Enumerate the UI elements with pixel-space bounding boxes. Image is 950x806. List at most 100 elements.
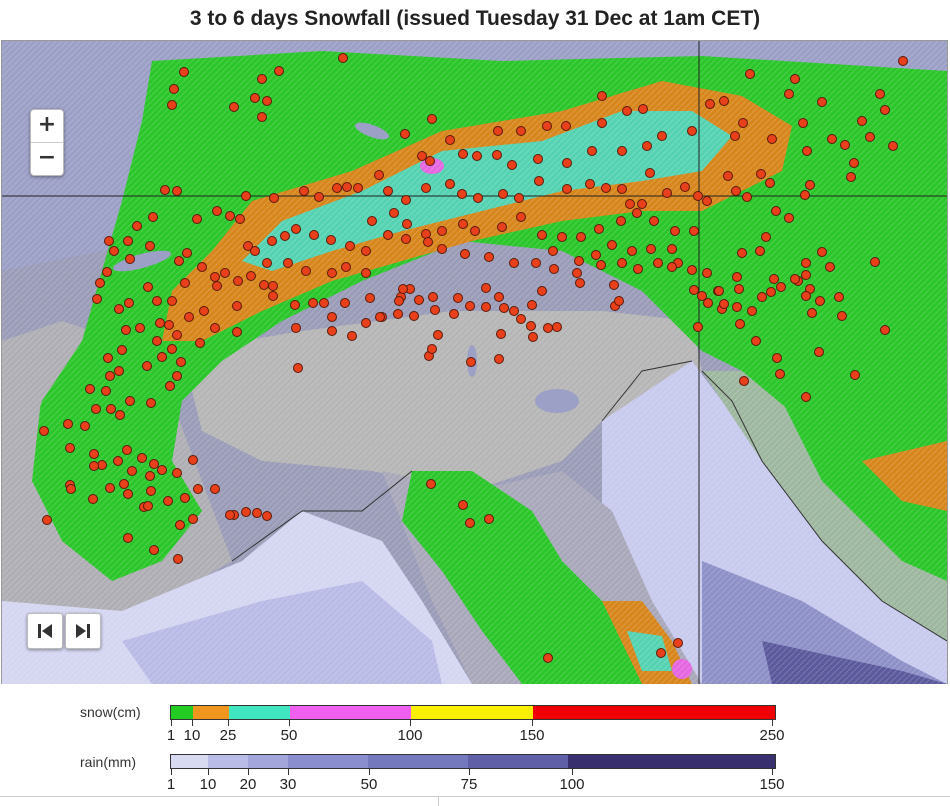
station-marker[interactable] <box>428 292 438 302</box>
station-marker[interactable] <box>195 338 205 348</box>
station-marker[interactable] <box>825 262 835 272</box>
station-marker[interactable] <box>516 314 526 324</box>
station-marker[interactable] <box>445 135 455 145</box>
station-marker[interactable] <box>617 184 627 194</box>
station-marker[interactable] <box>235 214 245 224</box>
station-marker[interactable] <box>121 325 131 335</box>
station-marker[interactable] <box>466 357 476 367</box>
station-marker[interactable] <box>85 384 95 394</box>
station-marker[interactable] <box>262 511 272 521</box>
station-marker[interactable] <box>702 196 712 206</box>
station-marker[interactable] <box>484 252 494 262</box>
station-marker[interactable] <box>180 493 190 503</box>
station-marker[interactable] <box>143 501 153 511</box>
station-marker[interactable] <box>293 363 303 373</box>
station-marker[interactable] <box>662 188 672 198</box>
station-marker[interactable] <box>115 410 125 420</box>
station-marker[interactable] <box>607 240 617 250</box>
station-marker[interactable] <box>765 178 775 188</box>
station-marker[interactable] <box>638 104 648 114</box>
station-marker[interactable] <box>182 248 192 258</box>
station-marker[interactable] <box>172 330 182 340</box>
station-marker[interactable] <box>433 330 443 340</box>
station-marker[interactable] <box>319 298 329 308</box>
station-marker[interactable] <box>389 208 399 218</box>
station-marker[interactable] <box>291 224 301 234</box>
station-marker[interactable] <box>353 183 363 193</box>
station-marker[interactable] <box>423 237 433 247</box>
station-marker[interactable] <box>179 67 189 77</box>
station-marker[interactable] <box>164 320 174 330</box>
station-marker[interactable] <box>367 216 377 226</box>
station-marker[interactable] <box>347 331 357 341</box>
station-marker[interactable] <box>365 293 375 303</box>
station-marker[interactable] <box>492 150 502 160</box>
station-marker[interactable] <box>585 179 595 189</box>
station-marker[interactable] <box>714 286 724 296</box>
station-marker[interactable] <box>427 344 437 354</box>
station-marker[interactable] <box>393 309 403 319</box>
station-marker[interactable] <box>92 294 102 304</box>
station-marker[interactable] <box>232 327 242 337</box>
station-marker[interactable] <box>514 193 524 203</box>
station-marker[interactable] <box>104 236 114 246</box>
station-marker[interactable] <box>157 352 167 362</box>
station-marker[interactable] <box>458 500 468 510</box>
station-marker[interactable] <box>338 53 348 63</box>
station-marker[interactable] <box>601 183 611 193</box>
station-marker[interactable] <box>66 484 76 494</box>
station-marker[interactable] <box>747 306 757 316</box>
station-marker[interactable] <box>374 170 384 180</box>
station-marker[interactable] <box>870 257 880 267</box>
station-marker[interactable] <box>732 302 742 312</box>
station-marker[interactable] <box>732 272 742 282</box>
station-marker[interactable] <box>817 247 827 257</box>
station-marker[interactable] <box>562 158 572 168</box>
station-marker[interactable] <box>543 323 553 333</box>
station-marker[interactable] <box>673 638 683 648</box>
station-marker[interactable] <box>314 192 324 202</box>
station-marker[interactable] <box>531 258 541 268</box>
station-marker[interactable] <box>125 396 135 406</box>
station-marker[interactable] <box>465 301 475 311</box>
zoom-in-button[interactable]: + <box>37 112 57 137</box>
station-marker[interactable] <box>458 219 468 229</box>
station-marker[interactable] <box>327 326 337 336</box>
station-marker[interactable] <box>801 392 811 402</box>
station-marker[interactable] <box>597 91 607 101</box>
station-marker[interactable] <box>453 293 463 303</box>
station-marker[interactable] <box>632 208 642 218</box>
station-marker[interactable] <box>574 256 584 266</box>
station-marker[interactable] <box>493 126 503 136</box>
station-marker[interactable] <box>880 325 890 335</box>
station-marker[interactable] <box>757 292 767 302</box>
station-marker[interactable] <box>91 404 101 414</box>
station-marker[interactable] <box>401 195 411 205</box>
station-marker[interactable] <box>409 311 419 321</box>
station-marker[interactable] <box>89 449 99 459</box>
station-marker[interactable] <box>291 323 301 333</box>
station-marker[interactable] <box>437 244 447 254</box>
station-marker[interactable] <box>102 267 112 277</box>
station-marker[interactable] <box>175 520 185 530</box>
station-marker[interactable] <box>124 298 134 308</box>
station-marker[interactable] <box>465 518 475 528</box>
station-marker[interactable] <box>375 312 385 322</box>
station-marker[interactable] <box>145 241 155 251</box>
station-marker[interactable] <box>850 370 860 380</box>
station-marker[interactable] <box>42 515 52 525</box>
station-marker[interactable] <box>834 292 844 302</box>
station-marker[interactable] <box>516 212 526 222</box>
station-marker[interactable] <box>172 468 182 478</box>
station-marker[interactable] <box>616 216 626 226</box>
station-marker[interactable] <box>146 486 156 496</box>
station-marker[interactable] <box>414 295 424 305</box>
station-marker[interactable] <box>597 118 607 128</box>
station-marker[interactable] <box>738 118 748 128</box>
station-marker[interactable] <box>142 361 152 371</box>
station-marker[interactable] <box>484 514 494 524</box>
station-marker[interactable] <box>299 186 309 196</box>
station-marker[interactable] <box>63 419 73 429</box>
station-marker[interactable] <box>449 309 459 319</box>
station-marker[interactable] <box>268 281 278 291</box>
